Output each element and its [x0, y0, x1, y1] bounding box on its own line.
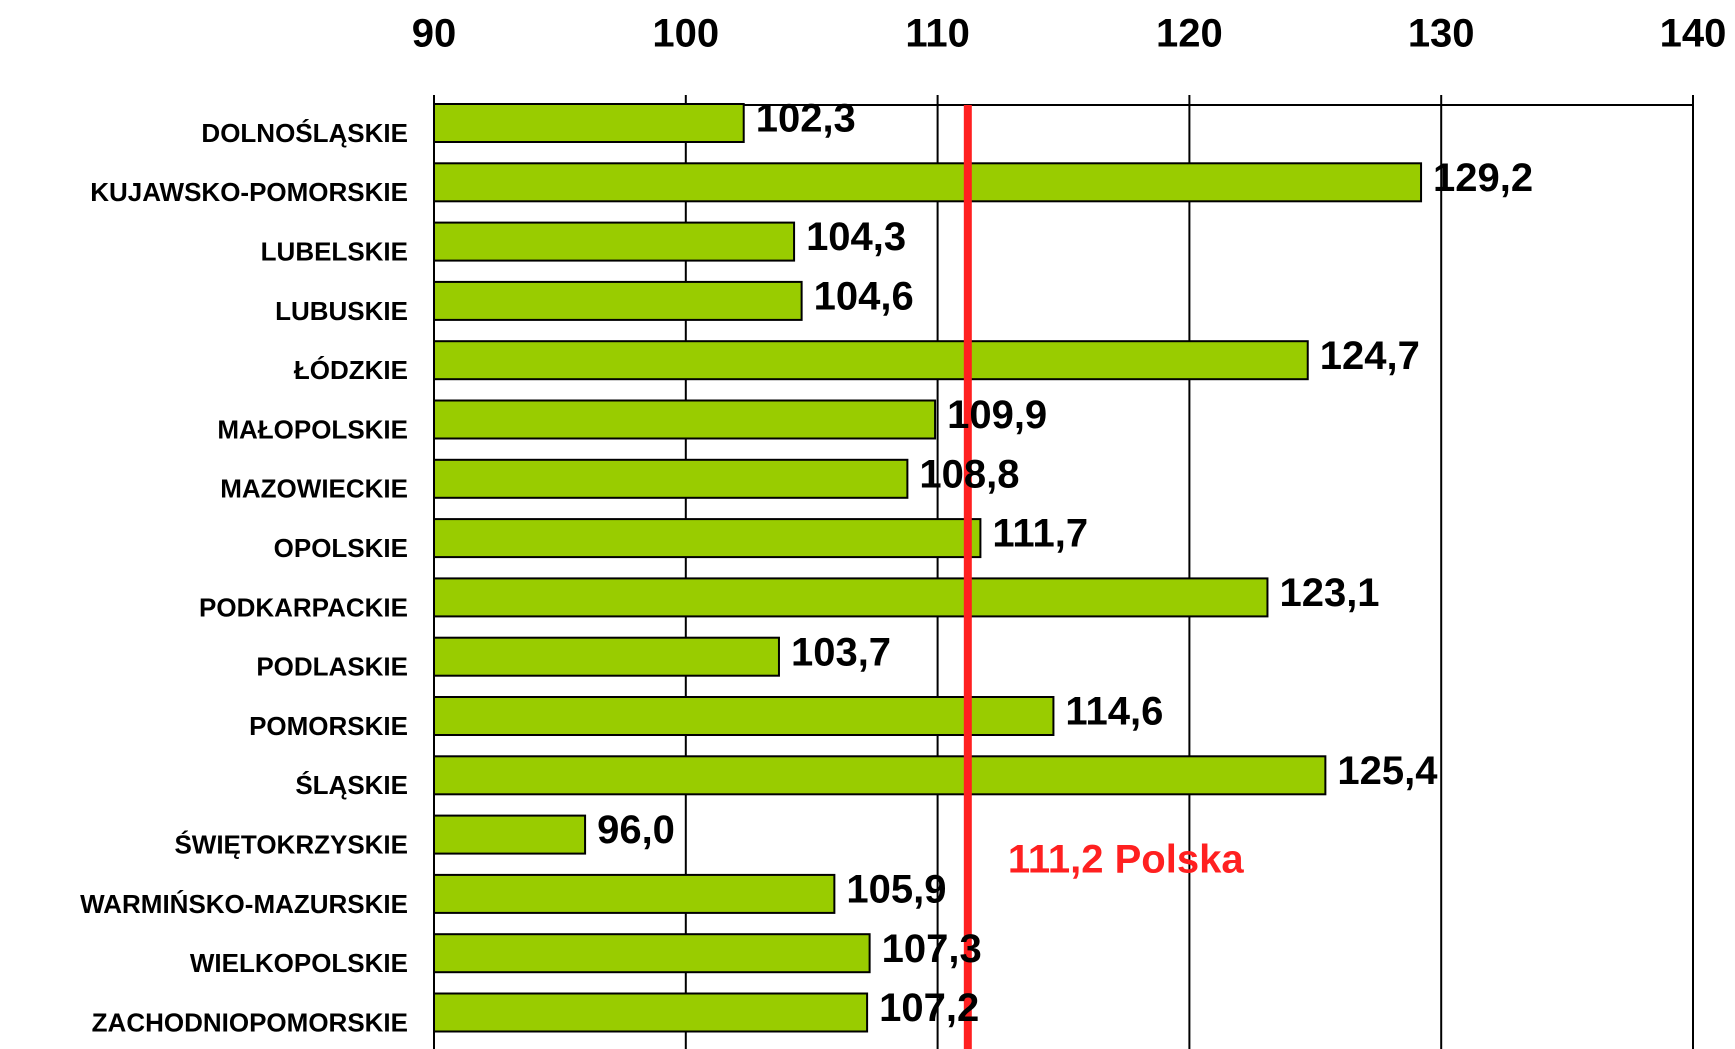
y-tick-label: OPOLSKIE: [274, 533, 408, 563]
bar: [433, 340, 1309, 381]
data-label: 123,1: [1279, 571, 1379, 615]
bar: [433, 458, 909, 499]
x-tick-label: 120: [1156, 12, 1223, 56]
bar: [433, 992, 869, 1033]
data-label: 96,0: [597, 808, 675, 852]
data-label: 111,7: [992, 512, 1088, 556]
data-label: 109,9: [947, 393, 1047, 437]
data-label: 125,4: [1337, 749, 1438, 793]
data-label: 107,3: [882, 927, 982, 971]
bar: [433, 280, 803, 321]
reference-label: 111,2 Polska: [1008, 838, 1245, 882]
bar: [433, 696, 1055, 736]
x-tick-label: 110: [905, 12, 970, 56]
y-tick-label: ZACHODNIOPOMORSKIE: [92, 1007, 408, 1037]
y-tick-label: PODKARPACKIE: [199, 592, 408, 622]
x-tick-label: 140: [1660, 12, 1727, 56]
data-label: 108,8: [919, 452, 1019, 496]
y-tick-label: MAZOWIECKIE: [220, 474, 408, 504]
bar: [433, 933, 871, 974]
bar: [433, 221, 796, 262]
data-label: 107,2: [879, 986, 979, 1030]
data-label: 102,3: [756, 97, 856, 141]
bar: [433, 636, 780, 677]
bar: [433, 162, 1423, 203]
y-tick-label: MAŁOPOLSKIE: [217, 414, 408, 444]
data-label: 103,7: [791, 630, 891, 674]
y-tick-label: LUBUSKIE: [275, 296, 408, 326]
x-tick-label: 90: [412, 12, 457, 56]
y-tick-label: PODLASKIE: [256, 652, 408, 682]
data-label: 104,6: [814, 274, 914, 318]
bar: [433, 103, 745, 143]
y-tick-label: WIELKOPOLSKIE: [190, 948, 408, 978]
bar: [433, 873, 836, 914]
y-tick-label: WARMIŃSKO-MAZURSKIE: [80, 889, 408, 919]
x-tick-label: 130: [1408, 12, 1475, 56]
bar: [433, 755, 1327, 796]
data-label: 104,3: [806, 215, 906, 259]
y-tick-label: DOLNOŚLĄSKIE: [201, 118, 408, 148]
y-tick-label: ŚWIĘTOKRZYSKIE: [174, 829, 408, 859]
y-tick-label: POMORSKIE: [249, 711, 408, 741]
data-label: 114,6: [1065, 690, 1163, 734]
data-label: 105,9: [846, 867, 946, 911]
data-label: 129,2: [1433, 156, 1533, 200]
y-tick-label: ŁÓDZKIE: [294, 355, 408, 385]
bar: [433, 518, 982, 559]
bar: [433, 399, 937, 440]
bar: [433, 814, 587, 855]
y-tick-label: KUJAWSKO-POMORSKIE: [90, 177, 408, 207]
data-label: 124,7: [1320, 334, 1420, 378]
y-tick-label: LUBELSKIE: [261, 236, 408, 266]
bar: [433, 577, 1269, 618]
y-tick-label: ŚLĄSKIE: [295, 770, 408, 800]
x-tick-label: 100: [652, 12, 719, 56]
